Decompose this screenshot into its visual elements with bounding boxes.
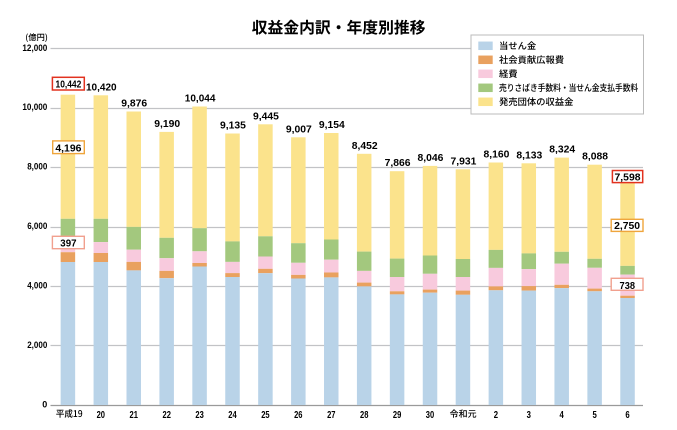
svg-text:7,931: 7,931 xyxy=(450,155,476,167)
svg-text:8,452: 8,452 xyxy=(352,140,378,152)
svg-text:28: 28 xyxy=(360,410,369,421)
svg-text:9,190: 9,190 xyxy=(154,118,180,130)
svg-text:8,088: 8,088 xyxy=(582,151,608,163)
svg-text:2,750: 2,750 xyxy=(614,220,640,232)
svg-text:8,160: 8,160 xyxy=(483,149,509,161)
svg-text:9,445: 9,445 xyxy=(253,110,279,122)
svg-text:2,000: 2,000 xyxy=(27,340,47,350)
svg-text:30: 30 xyxy=(426,410,435,421)
svg-text:26: 26 xyxy=(294,410,303,421)
svg-text:8,133: 8,133 xyxy=(516,149,542,161)
svg-text:4,000: 4,000 xyxy=(27,281,47,291)
svg-text:0: 0 xyxy=(42,399,47,409)
svg-text:2: 2 xyxy=(494,410,499,421)
svg-text:9,876: 9,876 xyxy=(121,98,147,110)
svg-text:397: 397 xyxy=(60,238,76,250)
svg-text:7,598: 7,598 xyxy=(615,171,641,183)
svg-text:27: 27 xyxy=(327,410,336,421)
svg-text:29: 29 xyxy=(393,410,402,421)
svg-text:8,000: 8,000 xyxy=(27,162,47,172)
svg-text:10,044: 10,044 xyxy=(185,93,216,105)
svg-text:4,196: 4,196 xyxy=(55,143,81,155)
svg-text:12,000: 12,000 xyxy=(22,43,47,53)
svg-text:8,324: 8,324 xyxy=(549,144,575,156)
svg-text:10,000: 10,000 xyxy=(22,102,47,112)
svg-text:9,007: 9,007 xyxy=(286,123,312,135)
svg-text:7,866: 7,866 xyxy=(385,157,411,169)
svg-text:20: 20 xyxy=(97,410,106,421)
svg-text:25: 25 xyxy=(261,410,270,421)
svg-text:21: 21 xyxy=(130,410,139,421)
svg-text:24: 24 xyxy=(228,410,237,421)
svg-text:4: 4 xyxy=(560,410,565,421)
svg-text:10,420: 10,420 xyxy=(86,81,117,93)
svg-text:10,442: 10,442 xyxy=(56,79,82,91)
svg-text:6: 6 xyxy=(625,410,630,421)
svg-text:8,046: 8,046 xyxy=(418,152,444,164)
svg-text:5: 5 xyxy=(592,410,597,421)
svg-text:22: 22 xyxy=(163,410,172,421)
svg-text:738: 738 xyxy=(620,280,636,292)
svg-text:9,135: 9,135 xyxy=(220,120,246,132)
svg-text:9,154: 9,154 xyxy=(319,119,345,131)
svg-text:23: 23 xyxy=(195,410,204,421)
svg-text:6,000: 6,000 xyxy=(27,221,47,231)
svg-text:3: 3 xyxy=(527,410,532,421)
